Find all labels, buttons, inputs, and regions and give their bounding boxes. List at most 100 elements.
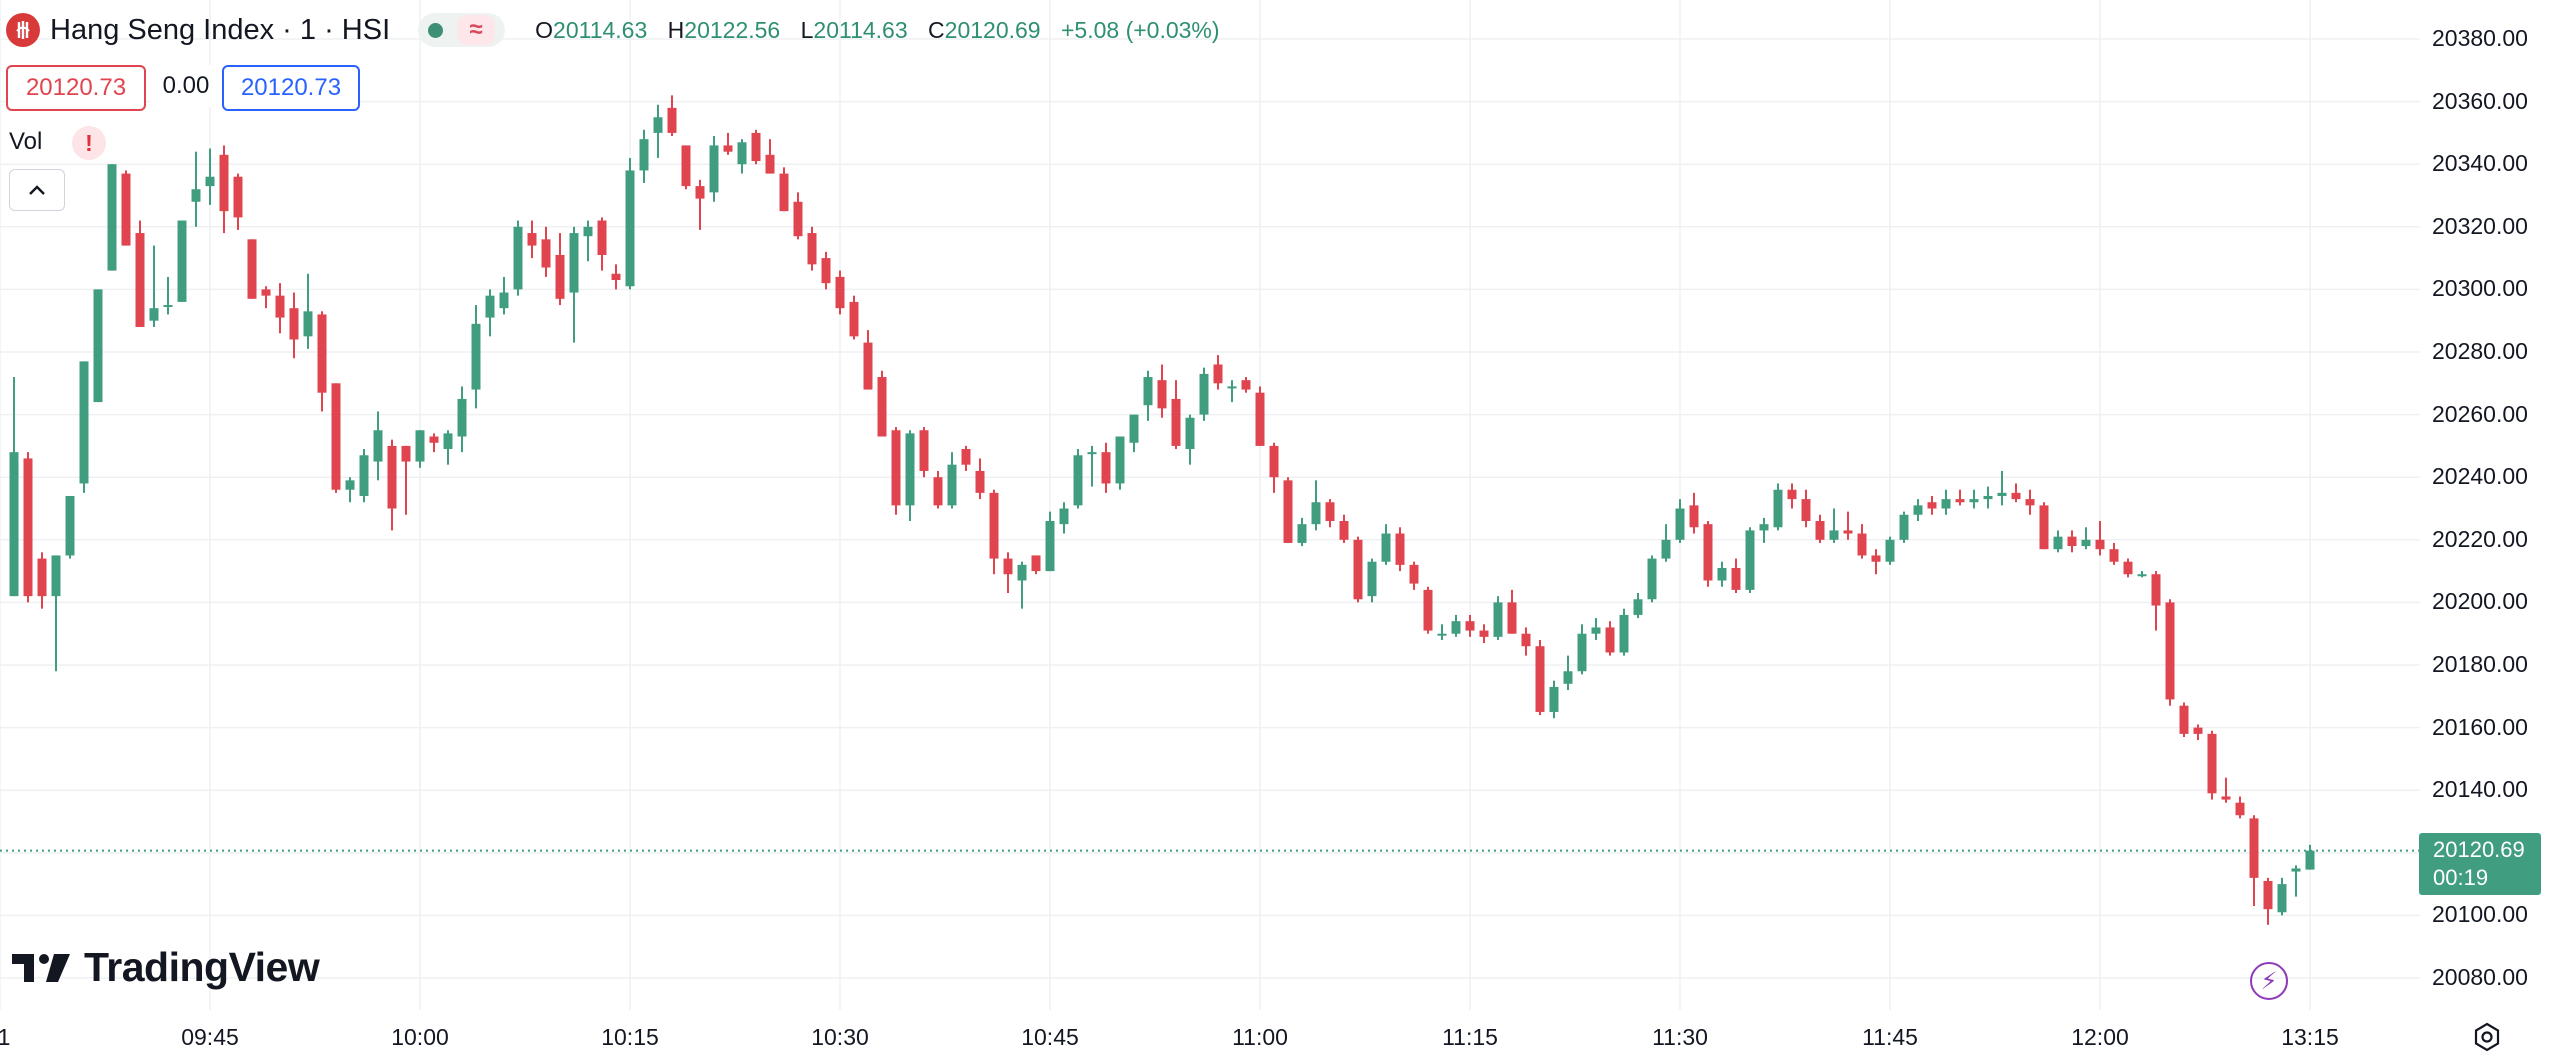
candle-down <box>2179 702 2189 737</box>
candle-up <box>1577 624 1587 675</box>
chevron-up-icon <box>29 185 45 195</box>
candle-body <box>177 220 187 302</box>
tradingview-logo[interactable]: TradingView <box>12 944 320 991</box>
candle-up <box>191 151 201 227</box>
candle-up <box>947 452 957 509</box>
candle-body <box>723 145 733 152</box>
symbol-title[interactable]: Hang Seng Index · 1 · HSI <box>50 13 391 46</box>
candle-body <box>1955 499 1965 503</box>
candle-down <box>2193 724 2203 741</box>
candle-body <box>457 398 467 437</box>
candle-down <box>1031 555 1041 575</box>
candle-up <box>1913 499 1923 522</box>
market-status-pill[interactable]: ≈ <box>418 13 506 47</box>
candle-body <box>807 233 817 265</box>
x-tick-label: 09:45 <box>181 1024 239 1050</box>
warning-icon[interactable]: ! <box>72 126 106 160</box>
candle-down <box>2039 502 2049 550</box>
candle-down <box>2095 521 2105 556</box>
candle-down <box>1605 621 1615 656</box>
candle-body <box>1577 633 1587 672</box>
candle-body <box>1325 502 1335 522</box>
candle-body <box>205 176 215 187</box>
collapse-legend-button[interactable] <box>9 169 65 211</box>
candle-down <box>849 295 859 340</box>
candle-up <box>1717 561 1727 587</box>
settings-icon[interactable] <box>2470 1020 2504 1054</box>
candle-body <box>695 186 705 199</box>
candle-body <box>2137 574 2147 577</box>
candle-body <box>443 433 453 450</box>
candle-down <box>919 427 929 478</box>
candle-body <box>79 361 89 484</box>
candle-body <box>1731 567 1741 590</box>
candle-body <box>23 458 33 597</box>
candle-down <box>695 179 705 230</box>
sell-price-button[interactable]: 20120.73 <box>6 65 146 111</box>
candle-up <box>373 411 383 481</box>
candle-up <box>1087 445 1097 487</box>
candle-down <box>821 251 831 290</box>
last-price-label: 20120.69 00:19 <box>2419 832 2541 895</box>
candle-up <box>9 377 19 597</box>
candle-up <box>107 164 117 271</box>
candle-up <box>65 495 75 559</box>
candle-up <box>205 148 215 205</box>
candle-down <box>975 458 985 500</box>
candle-down <box>23 452 33 603</box>
candle-body <box>639 139 649 171</box>
lightning-icon[interactable]: ⚡ <box>2250 962 2288 1000</box>
candle-down <box>597 217 607 271</box>
candle-body <box>303 311 313 337</box>
brand-name: TradingView <box>84 944 320 990</box>
candle-body <box>1367 561 1377 597</box>
candle-body <box>1507 602 1517 634</box>
candle-body <box>485 295 495 318</box>
candle-up <box>1661 524 1671 562</box>
candle-body <box>1213 364 1223 384</box>
candle-body <box>261 289 271 296</box>
candle-body <box>737 142 747 165</box>
candle-body <box>2193 727 2203 734</box>
candle-body <box>821 258 831 284</box>
candle-body <box>1857 533 1867 556</box>
candle-down <box>1857 524 1867 559</box>
buy-price-button[interactable]: 20120.73 <box>222 65 360 111</box>
candle-down <box>1689 492 1699 534</box>
candle-body <box>37 558 47 597</box>
x-tick-label: 10:30 <box>811 1024 869 1050</box>
candle-body <box>1689 505 1699 528</box>
high-value: 20122.56 <box>684 16 781 43</box>
candle-body <box>835 276 845 309</box>
candle-down <box>667 95 677 137</box>
candle-up <box>2305 844 2315 870</box>
candle-up <box>905 430 915 522</box>
volume-indicator-label[interactable]: Vol <box>9 128 43 155</box>
candle-down <box>261 286 271 309</box>
low-key: L <box>800 16 814 43</box>
candle-body <box>1381 533 1391 562</box>
candle-body <box>1255 392 1265 446</box>
candle-down <box>1101 442 1111 493</box>
candle-up <box>471 305 481 409</box>
candle-body <box>1423 589 1433 631</box>
spread-value: 0.00 <box>150 65 222 107</box>
candle-body <box>289 308 299 340</box>
candle-down <box>723 132 733 155</box>
candle-up <box>1745 527 1755 594</box>
candle-body <box>2165 602 2175 700</box>
candle-body <box>1017 564 1027 581</box>
candle-up <box>415 430 425 468</box>
candle-body <box>919 430 929 471</box>
open-value: 20114.63 <box>553 16 648 43</box>
candle-down <box>1409 561 1419 590</box>
candle-down <box>1171 380 1181 450</box>
candle-down <box>877 370 887 437</box>
candle-body <box>625 170 635 287</box>
candle-up <box>2291 865 2301 897</box>
grid-lines <box>0 0 2420 1010</box>
high-key: H <box>667 16 685 43</box>
candle-body <box>191 189 201 202</box>
candle-body <box>1535 646 1545 712</box>
